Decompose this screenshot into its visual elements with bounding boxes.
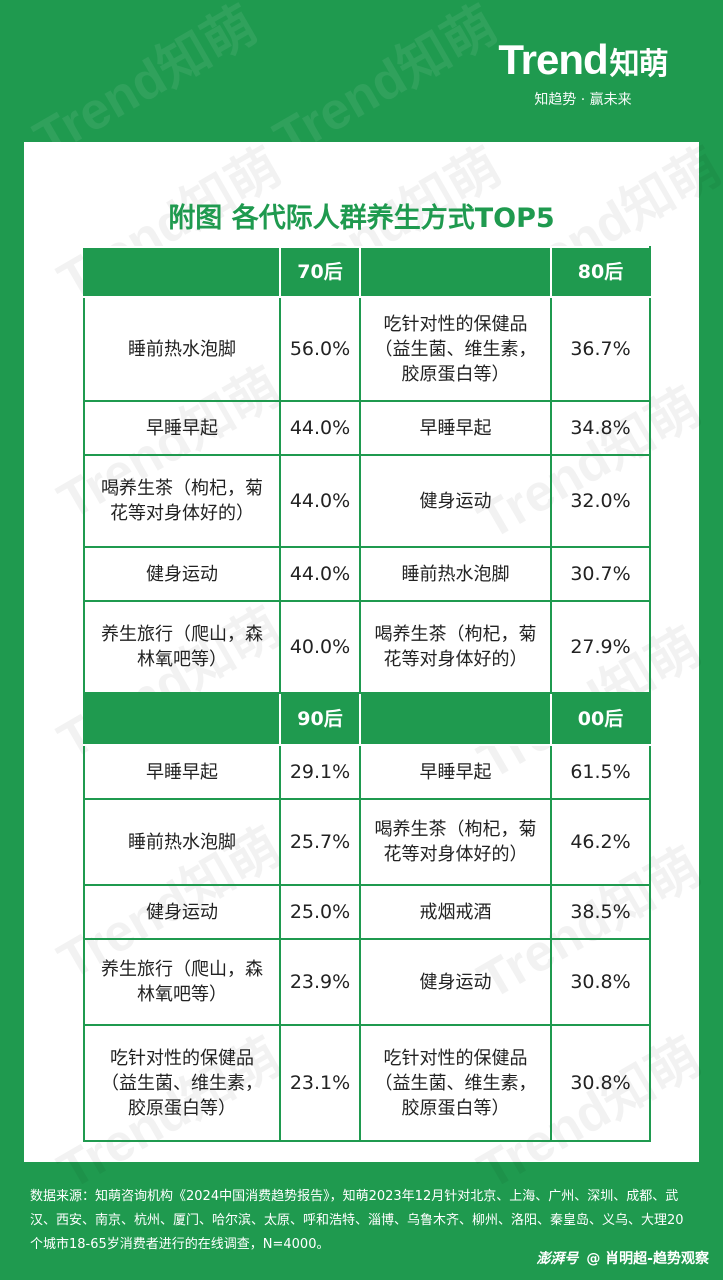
section-header: 70后 80后 bbox=[83, 246, 651, 298]
table-row: 养生旅行（爬山，森林氧吧等） 40.0% 喝养生茶（枸杞，菊花等对身体好的） 2… bbox=[83, 600, 651, 694]
author-name: @ 肖明超-趋势观察 bbox=[586, 1251, 709, 1267]
platform-name: 澎湃号 bbox=[536, 1251, 579, 1267]
method-cell: 健身运动 bbox=[359, 454, 552, 548]
table-row: 早睡早起 44.0% 早睡早起 34.8% bbox=[83, 400, 651, 456]
method-cell: 吃针对性的保健品（益生菌、维生素，胶原蛋白等） bbox=[83, 1024, 281, 1142]
method-cell: 睡前热水泡脚 bbox=[359, 546, 552, 602]
percent-cell: 38.5% bbox=[550, 884, 651, 940]
table-row: 睡前热水泡脚 56.0% 吃针对性的保健品（益生菌、维生素，胶原蛋白等） 36.… bbox=[83, 296, 651, 402]
brand-slogan: 知趋势 · 赢未来 bbox=[534, 92, 632, 108]
content-card: Trend知萌 Trend知萌 Trend知萌 Trend知萌 Trend知萌 … bbox=[24, 138, 723, 1201]
percent-cell: 44.0% bbox=[279, 546, 361, 602]
wellness-table: 70后 80后 睡前热水泡脚 56.0% 吃针对性的保健品（益生菌、维生素，胶原… bbox=[83, 246, 651, 1142]
percent-cell: 27.9% bbox=[550, 600, 651, 694]
table-row: 健身运动 25.0% 戒烟戒酒 38.5% bbox=[83, 884, 651, 940]
data-source-note: 数据来源：知萌咨询机构《2024中国消费趋势报告》，知萌2023年12月针对北京… bbox=[30, 1189, 684, 1252]
generation-label: 70后 bbox=[279, 246, 361, 298]
percent-cell: 30.8% bbox=[550, 1024, 651, 1142]
method-cell: 喝养生茶（枸杞，菊花等对身体好的） bbox=[359, 798, 552, 886]
percent-cell: 32.0% bbox=[550, 454, 651, 548]
section-header: 90后 00后 bbox=[83, 692, 651, 746]
percent-cell: 46.2% bbox=[550, 798, 651, 886]
table-row: 早睡早起 29.1% 早睡早起 61.5% bbox=[83, 744, 651, 800]
method-cell: 早睡早起 bbox=[83, 744, 281, 800]
method-cell: 睡前热水泡脚 bbox=[83, 296, 281, 402]
generation-label: 90后 bbox=[279, 692, 361, 746]
percent-cell: 61.5% bbox=[550, 744, 651, 800]
method-cell: 喝养生茶（枸杞，菊花等对身体好的） bbox=[83, 454, 281, 548]
percent-cell: 36.7% bbox=[550, 296, 651, 402]
method-cell: 吃针对性的保健品（益生菌、维生素，胶原蛋白等） bbox=[359, 296, 552, 402]
percent-cell: 30.8% bbox=[550, 938, 651, 1026]
brand-name-cn: 知萌 bbox=[609, 47, 669, 82]
percent-cell: 44.0% bbox=[279, 400, 361, 456]
percent-cell: 25.0% bbox=[279, 884, 361, 940]
table-row: 健身运动 44.0% 睡前热水泡脚 30.7% bbox=[83, 546, 651, 602]
percent-cell: 40.0% bbox=[279, 600, 361, 694]
table-row: 养生旅行（爬山，森林氧吧等） 23.9% 健身运动 30.8% bbox=[83, 938, 651, 1026]
percent-cell: 56.0% bbox=[279, 296, 361, 402]
generation-label: 80后 bbox=[550, 246, 651, 298]
table-row: 喝养生茶（枸杞，菊花等对身体好的） 44.0% 健身运动 32.0% bbox=[83, 454, 651, 548]
method-cell: 喝养生茶（枸杞，菊花等对身体好的） bbox=[359, 600, 552, 694]
table-row: 睡前热水泡脚 25.7% 喝养生茶（枸杞，菊花等对身体好的） 46.2% bbox=[83, 798, 651, 886]
percent-cell: 29.1% bbox=[279, 744, 361, 800]
percent-cell: 23.9% bbox=[279, 938, 361, 1026]
method-cell: 健身运动 bbox=[83, 546, 281, 602]
percent-cell: 34.8% bbox=[550, 400, 651, 456]
method-cell: 养生旅行（爬山，森林氧吧等） bbox=[83, 938, 281, 1026]
brand-logo: Trend知萌 知趋势 · 赢未来 bbox=[483, 36, 683, 109]
percent-cell: 30.7% bbox=[550, 546, 651, 602]
method-cell: 睡前热水泡脚 bbox=[83, 798, 281, 886]
method-cell: 早睡早起 bbox=[83, 400, 281, 456]
percent-cell: 44.0% bbox=[279, 454, 361, 548]
method-cell: 早睡早起 bbox=[359, 400, 552, 456]
method-cell: 健身运动 bbox=[359, 938, 552, 1026]
generation-label: 00后 bbox=[550, 692, 651, 746]
table-row: 吃针对性的保健品（益生菌、维生素，胶原蛋白等） 23.1% 吃针对性的保健品（益… bbox=[83, 1024, 651, 1142]
method-cell: 吃针对性的保健品（益生菌、维生素，胶原蛋白等） bbox=[359, 1024, 552, 1142]
method-cell: 早睡早起 bbox=[359, 744, 552, 800]
percent-cell: 25.7% bbox=[279, 798, 361, 886]
author-credit: 澎湃号 @ 肖明超-趋势观察 bbox=[536, 1248, 709, 1268]
brand-name: Trend bbox=[498, 36, 608, 83]
page-title: 附图 各代际人群养生方式TOP5 bbox=[168, 203, 555, 234]
method-cell: 养生旅行（爬山，森林氧吧等） bbox=[83, 600, 281, 694]
percent-cell: 23.1% bbox=[279, 1024, 361, 1142]
method-cell: 健身运动 bbox=[83, 884, 281, 940]
method-cell: 戒烟戒酒 bbox=[359, 884, 552, 940]
